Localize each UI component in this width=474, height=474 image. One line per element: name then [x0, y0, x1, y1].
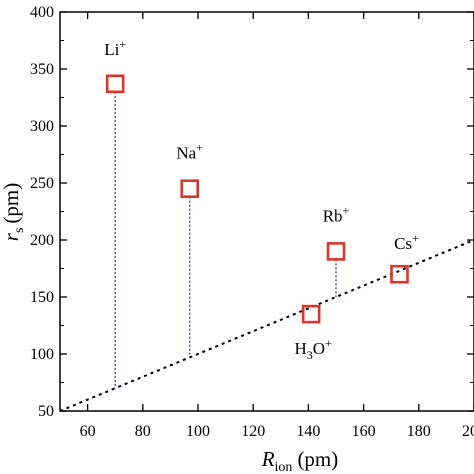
y-axis-title-sub: s — [12, 228, 27, 233]
y-tick-label: 200 — [30, 232, 54, 249]
y-axis-title-main: r — [0, 232, 23, 241]
point-label-sup: + — [412, 231, 419, 245]
data-point-marker — [301, 304, 321, 324]
x-tick-label: 60 — [80, 423, 96, 440]
x-tick-label: 140 — [296, 423, 320, 440]
y-tick-label: 150 — [30, 289, 54, 306]
point-label: H3O+ — [294, 336, 332, 362]
y-tick-label: 50 — [38, 403, 54, 420]
point-label-sup: + — [343, 203, 350, 217]
dashed-reference-line — [59, 239, 474, 412]
ticks — [60, 11, 474, 412]
point-label-main2: O — [313, 339, 325, 358]
point-labels: Li+Na+Rb+Cs+H3O+ — [104, 37, 419, 362]
connectors — [114, 91, 337, 389]
y-tick-label: 400 — [30, 4, 54, 21]
x-axis-title-sub: ion — [275, 460, 293, 474]
x-tick-label: 120 — [241, 423, 265, 440]
x-tick-label: 200 — [462, 423, 474, 440]
x-tick-label: 180 — [407, 423, 431, 440]
x-tick-label: 160 — [352, 423, 376, 440]
point-label-sup: + — [196, 141, 203, 155]
point-label-main: Cs — [394, 234, 412, 253]
point-label-main: Li — [104, 40, 119, 59]
point-label: Rb+ — [323, 203, 350, 225]
markers — [105, 74, 409, 324]
x-tick-label: 80 — [135, 423, 151, 440]
x-tick-label: 100 — [186, 423, 210, 440]
data-point-marker — [180, 179, 200, 198]
y-tick-label: 300 — [30, 118, 54, 135]
point-label-main: H — [294, 339, 306, 358]
point-label-sup: + — [325, 336, 332, 350]
y-axis-title-unit: (pm) — [0, 183, 23, 224]
plot-frame — [59, 11, 474, 412]
point-label: Li+ — [104, 37, 126, 59]
y-axis-title: rs (pm) — [0, 183, 27, 241]
point-label-main: Na — [176, 144, 196, 163]
y-tick-label: 350 — [30, 61, 54, 78]
y-tick-label: 100 — [30, 346, 54, 363]
point-label-sup: + — [119, 37, 126, 51]
tick-labels: 60 80 100 120 140 160 180 200 50 100 150 200 250 300 3… — [30, 4, 474, 440]
x-axis-title: Rion (pm) — [261, 447, 339, 474]
data-point-marker — [390, 264, 409, 284]
point-label-main: Rb — [323, 206, 343, 225]
x-axis-title-main: R — [261, 447, 275, 471]
point-label: Cs+ — [394, 231, 419, 253]
y-tick-label: 250 — [30, 175, 54, 192]
data-point-marker — [105, 74, 125, 94]
point-label: Na+ — [176, 141, 203, 163]
x-axis-title-unit: (pm) — [297, 447, 338, 471]
point-label-sub: 3 — [307, 348, 313, 362]
data-point-marker — [326, 242, 346, 261]
